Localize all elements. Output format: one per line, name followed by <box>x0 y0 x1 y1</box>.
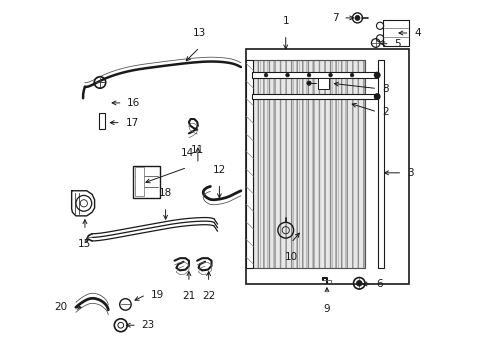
Text: 20: 20 <box>55 302 67 312</box>
Circle shape <box>349 73 353 77</box>
Text: 4: 4 <box>413 28 420 38</box>
Text: 22: 22 <box>202 291 215 301</box>
Text: 1: 1 <box>282 16 288 26</box>
Bar <box>133 166 160 198</box>
Circle shape <box>328 73 332 77</box>
Circle shape <box>306 81 310 85</box>
Circle shape <box>285 73 289 77</box>
Circle shape <box>354 15 359 21</box>
Circle shape <box>306 73 310 77</box>
Text: 7: 7 <box>331 13 338 23</box>
Text: 19: 19 <box>150 290 163 300</box>
Bar <box>251 94 376 99</box>
Text: 17: 17 <box>125 118 139 128</box>
Text: 14: 14 <box>180 148 193 158</box>
Text: 11: 11 <box>191 145 204 155</box>
Circle shape <box>356 280 362 286</box>
Bar <box>382 21 408 45</box>
Circle shape <box>264 73 267 77</box>
Bar <box>246 49 408 284</box>
Text: 8: 8 <box>381 84 387 94</box>
Bar <box>377 60 383 268</box>
Bar <box>246 60 253 268</box>
Text: 18: 18 <box>159 188 172 198</box>
Text: 5: 5 <box>394 39 400 49</box>
Circle shape <box>373 94 379 99</box>
Text: 6: 6 <box>376 279 382 289</box>
Text: 13: 13 <box>193 28 206 39</box>
Text: 3: 3 <box>406 168 413 178</box>
Bar <box>253 60 364 268</box>
Text: 2: 2 <box>381 107 387 117</box>
Text: 23: 23 <box>142 320 155 330</box>
Circle shape <box>373 72 379 78</box>
Bar <box>135 167 144 196</box>
Bar <box>99 113 104 129</box>
Text: 9: 9 <box>323 304 329 314</box>
Text: 12: 12 <box>212 165 225 175</box>
Text: 15: 15 <box>78 239 91 249</box>
Bar <box>317 78 328 89</box>
Text: 16: 16 <box>127 98 140 108</box>
Bar <box>251 72 376 78</box>
Text: 10: 10 <box>284 252 297 262</box>
Text: 21: 21 <box>182 291 195 301</box>
